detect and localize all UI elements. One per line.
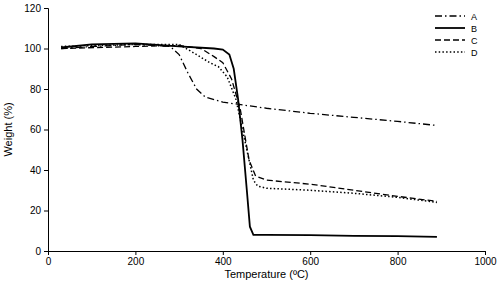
tick: 60 [30, 124, 48, 135]
tick: 100 [24, 43, 48, 54]
tick-label: 80 [30, 84, 42, 95]
tick: 0 [46, 251, 52, 267]
tick: 800 [390, 251, 407, 267]
axis-line [44, 9, 49, 252]
y-axis: 0 20 40 60 80 100 120 [24, 3, 48, 257]
series-line [61, 45, 437, 201]
tick-mark [44, 211, 48, 212]
tick: 200 [128, 251, 145, 267]
legend-swatch [435, 27, 465, 29]
tick-mark [485, 251, 486, 255]
tick: 1000 [474, 251, 497, 267]
tick: 80 [30, 84, 48, 95]
tick-mark [44, 130, 48, 131]
legend-swatch [435, 39, 465, 40]
tick-label: 0 [46, 256, 52, 267]
legend: ABCD [435, 12, 478, 58]
tick-mark [44, 170, 48, 171]
tick-label: 120 [24, 3, 41, 14]
tick-label: 800 [390, 256, 407, 267]
plot-area: 0 200 400 600 800 1000 0 20 40 60 80 100 120 [24, 3, 497, 267]
tick-label: 200 [128, 256, 145, 267]
tick-label: 400 [215, 256, 232, 267]
series-line [61, 43, 437, 236]
tick-mark [310, 251, 311, 255]
tick: 40 [30, 165, 48, 176]
tick-mark [44, 8, 48, 9]
tick-label: 40 [30, 165, 42, 176]
lines [61, 43, 437, 236]
legend-label: B [471, 24, 477, 34]
tick: 120 [24, 3, 48, 14]
y-axis-title: Weight (%) [2, 102, 14, 156]
tick-label: 1000 [474, 256, 497, 267]
tick-mark [398, 251, 399, 255]
legend-label: A [471, 12, 477, 22]
tick-mark [44, 89, 48, 90]
tick: 0 [35, 246, 48, 257]
x-axis-title: Temperature (ºC) [224, 268, 308, 280]
tick: 20 [30, 205, 48, 216]
legend-entry: A [435, 12, 477, 22]
axis-line [49, 252, 486, 256]
tick-label: 0 [35, 246, 41, 257]
series-line [61, 44, 437, 202]
legend-entry: B [435, 24, 477, 34]
legend-swatch [435, 15, 465, 16]
legend-swatch [435, 51, 465, 53]
tick-mark [223, 251, 224, 255]
tick: 400 [215, 251, 232, 267]
legend-entry: C [435, 36, 478, 46]
tick-mark [135, 251, 136, 255]
tick-label: 600 [302, 256, 319, 267]
tick-mark [44, 49, 48, 50]
x-axis: 0 200 400 600 800 1000 [46, 251, 497, 267]
tick: 600 [302, 251, 319, 267]
legend-entry: D [435, 48, 478, 58]
legend-label: D [471, 48, 478, 58]
tick-label: 60 [30, 124, 42, 135]
tick-mark [44, 251, 48, 252]
tick-label: 20 [30, 205, 42, 216]
chart: 0 200 400 600 800 1000 0 20 40 60 80 100 120 Temperat… [0, 0, 500, 281]
tick-label: 100 [24, 43, 41, 54]
legend-label: C [471, 36, 478, 46]
series-line [61, 44, 437, 125]
